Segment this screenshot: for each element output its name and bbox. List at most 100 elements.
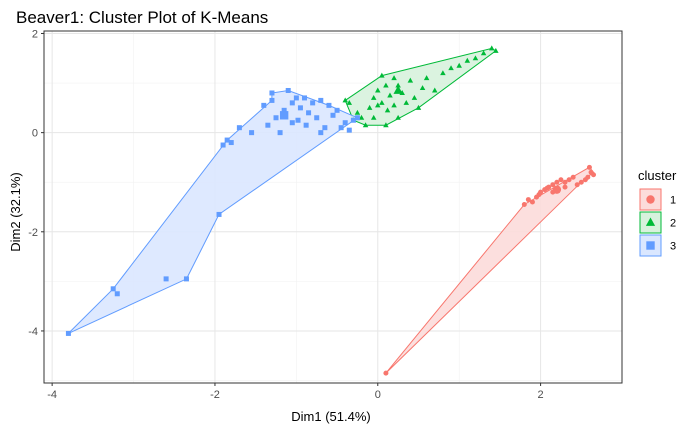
cluster-1-point xyxy=(570,174,576,180)
cluster-3-point xyxy=(289,120,295,126)
legend-title: cluster xyxy=(638,168,677,183)
cluster-1-point xyxy=(521,202,527,208)
cluster-1-point xyxy=(538,189,544,195)
y-tick-label: 0 xyxy=(32,128,38,140)
cluster-3-point xyxy=(269,90,275,96)
cluster-2-point xyxy=(383,82,389,88)
cluster-2-point xyxy=(480,50,487,56)
cluster-2-point xyxy=(395,82,401,88)
cluster-3-point xyxy=(220,142,226,148)
cluster-2-point xyxy=(472,55,479,61)
cluster-3-point xyxy=(302,95,308,101)
panel-border xyxy=(43,30,623,384)
cluster-2-point xyxy=(370,94,377,100)
cluster-3-point xyxy=(249,130,255,136)
y-axis-title: Dim2 (32.1%) xyxy=(8,172,23,251)
cluster-1-point xyxy=(578,179,584,185)
cluster-2-point xyxy=(448,65,454,71)
cluster-3-point xyxy=(273,115,279,121)
cluster-2-point xyxy=(387,92,393,98)
cluster-3-point xyxy=(228,140,234,146)
y-tick-label: 2 xyxy=(32,28,38,40)
cluster-1-point xyxy=(562,179,568,185)
cluster-2-point xyxy=(403,99,410,105)
cluster-3-point xyxy=(281,107,287,113)
cluster-2-point xyxy=(379,72,385,78)
cluster-2-point xyxy=(440,70,446,76)
cluster-3-point xyxy=(314,115,320,121)
cluster-2-point xyxy=(366,104,373,110)
cluster-1-point xyxy=(562,184,568,190)
cluster-2-point xyxy=(488,45,495,51)
legend-label-1: 1 xyxy=(670,195,676,207)
cluster-3-point xyxy=(297,105,303,111)
cluster-1-point xyxy=(554,179,560,185)
x-axis-title: Dim1 (51.4%) xyxy=(291,409,370,424)
cluster-3-point xyxy=(354,115,360,121)
legend-label-3: 3 xyxy=(670,241,676,253)
cluster-3-point xyxy=(330,112,336,118)
cluster-3-point xyxy=(183,276,189,282)
y-tick-label: -4 xyxy=(28,326,38,338)
cluster-3-point xyxy=(236,125,242,131)
x-tick-label: 2 xyxy=(538,389,544,401)
cluster-3-point xyxy=(322,125,328,131)
cluster-3-point xyxy=(224,137,230,143)
cluster-2-point xyxy=(375,102,381,108)
y-axis-ticks: -4 -2 0 2 xyxy=(28,28,44,338)
x-tick-label: -2 xyxy=(210,389,220,401)
cluster-2-point xyxy=(375,87,381,93)
cluster-3-point xyxy=(289,100,295,106)
cluster-1-point xyxy=(591,172,597,178)
cluster-2-point xyxy=(379,99,385,105)
cluster-3-point xyxy=(338,125,344,131)
cluster-1-point xyxy=(586,164,592,170)
cluster-3-point xyxy=(293,95,299,101)
cluster-1-point xyxy=(550,182,556,188)
cluster-3-point xyxy=(346,127,352,133)
cluster-1-point xyxy=(585,174,591,180)
cluster-1-point xyxy=(546,184,552,190)
cluster-2-point xyxy=(464,57,471,63)
cluster-3-point xyxy=(261,102,267,108)
cluster-2-point xyxy=(383,122,389,128)
x-tick-label: -4 xyxy=(47,389,57,401)
cluster-points xyxy=(65,45,597,376)
cluster-3-point xyxy=(269,97,275,103)
cluster-3-center xyxy=(279,111,289,120)
x-axis-ticks: -4 -2 0 2 xyxy=(47,383,544,401)
cluster-3-point xyxy=(295,117,301,123)
cluster-2-point xyxy=(395,114,401,120)
cluster-3-point xyxy=(163,276,169,282)
cluster-2-point xyxy=(354,109,361,115)
cluster-3-point xyxy=(303,122,309,128)
cluster-3-point xyxy=(318,130,324,136)
cluster-3-point xyxy=(277,130,283,136)
cluster-1-point xyxy=(383,370,389,376)
cluster-2-point xyxy=(391,102,397,108)
cluster-2-point xyxy=(423,75,430,81)
legend-symbol-3 xyxy=(646,241,655,250)
cluster-2-point xyxy=(407,77,414,83)
legend-symbol-1 xyxy=(646,195,655,204)
cluster-2-center xyxy=(393,85,403,94)
cluster-3-point xyxy=(318,97,324,103)
cluster-2-point xyxy=(358,114,365,120)
cluster-1-point xyxy=(558,177,564,183)
cluster-3-point xyxy=(326,102,332,108)
cluster-3-point xyxy=(306,110,312,116)
cluster-3-point xyxy=(114,291,120,297)
cluster-2-point xyxy=(362,122,369,128)
cluster-1-point xyxy=(525,197,531,203)
cluster-3-point xyxy=(334,107,340,113)
cluster-3-point xyxy=(342,120,348,126)
cluster-2-point xyxy=(432,87,438,93)
cluster-2-point xyxy=(342,97,348,103)
cluster-2-point xyxy=(391,75,397,81)
cluster-2-point xyxy=(419,85,426,91)
y-tick-label: -2 xyxy=(28,227,38,239)
chart-title: Beaver1: Cluster Plot of K-Means xyxy=(16,8,268,27)
cluster-1-hull xyxy=(385,166,595,374)
cluster-2-point xyxy=(493,47,499,53)
